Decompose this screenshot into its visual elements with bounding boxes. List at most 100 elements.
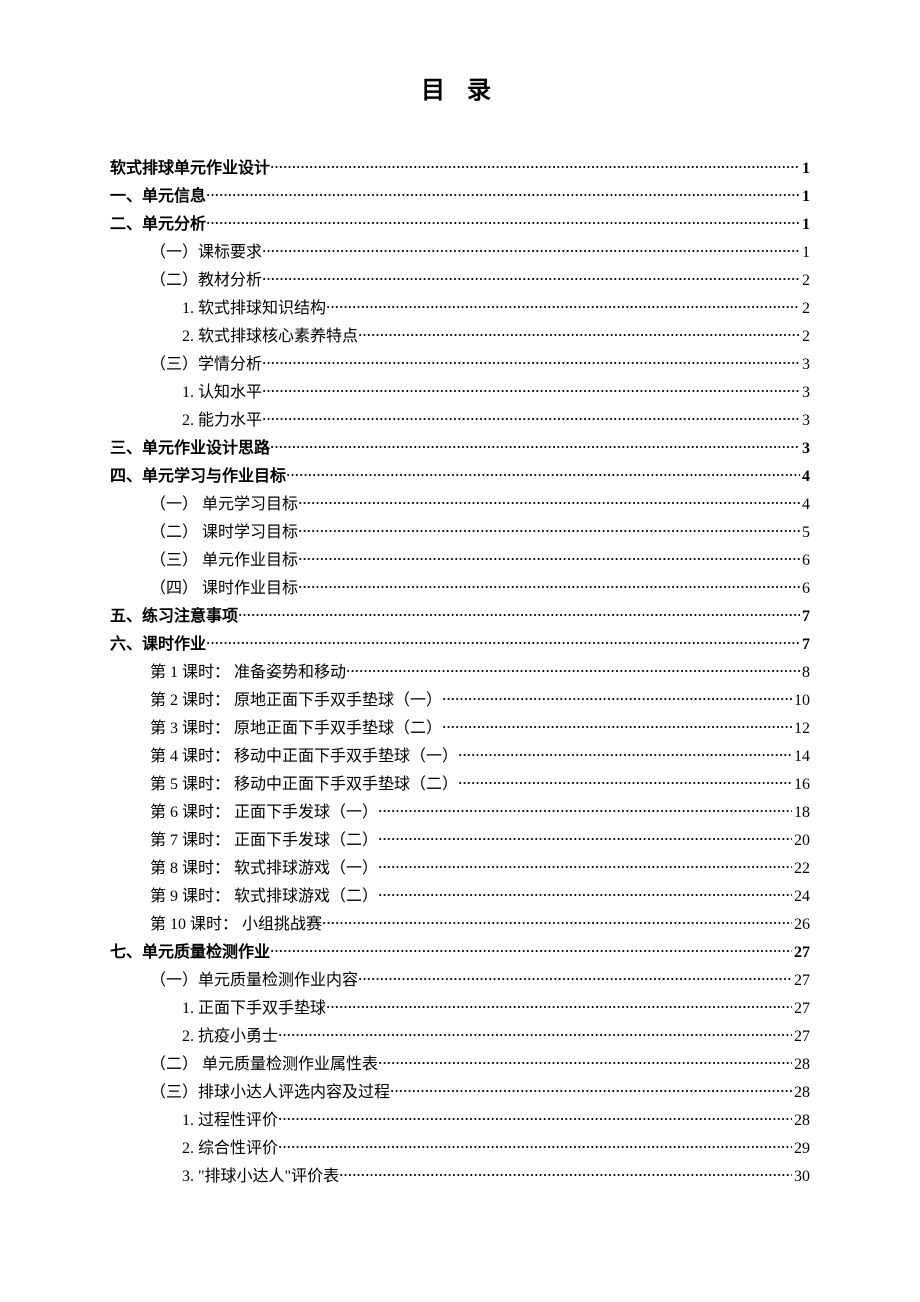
toc-entry-page: 27 <box>792 967 810 995</box>
toc-entry: （四） 课时作业目标 6 <box>110 575 810 603</box>
toc-entry: 第 7 课时： 正面下手发球（二） 20 <box>110 827 810 855</box>
toc-entry: （二）教材分析 2 <box>110 267 810 295</box>
toc-entry: 1. 软式排球知识结构 2 <box>110 295 810 323</box>
toc-entry-label: （四） 课时作业目标 <box>150 575 298 603</box>
toc-dots <box>378 828 792 851</box>
toc-dots <box>378 884 792 907</box>
toc-entry-page: 29 <box>792 1135 810 1163</box>
toc-entry: 三、单元作业设计思路 3 <box>110 435 810 463</box>
toc-entry-label: 2. 抗疫小勇士 <box>182 1023 278 1051</box>
toc-entry-label: 第 3 课时： 原地正面下手双手垫球（二） <box>150 715 442 743</box>
toc-entry-page: 6 <box>800 547 810 575</box>
toc-entry: 第 5 课时： 移动中正面下手双手垫球（二） 16 <box>110 771 810 799</box>
toc-dots <box>270 436 800 459</box>
toc-dots <box>378 800 792 823</box>
toc-entry-page: 3 <box>800 435 810 463</box>
toc-entry-label: 2. 综合性评价 <box>182 1135 278 1163</box>
toc-entry-page: 3 <box>800 407 810 435</box>
toc-dots <box>278 1108 792 1131</box>
toc-container: 软式排球单元作业设计 1一、单元信息 1二、单元分析 1（一）课标要求 1（二）… <box>110 155 810 1191</box>
toc-dots <box>358 968 792 991</box>
toc-entry-page: 28 <box>792 1079 810 1107</box>
toc-entry-page: 27 <box>792 939 810 967</box>
toc-dots <box>339 1164 792 1187</box>
toc-entry-label: 一、单元信息 <box>110 183 206 211</box>
toc-entry-label: 第 1 课时： 准备姿势和移动 <box>150 659 346 687</box>
toc-dots <box>206 212 800 235</box>
toc-entry-label: 七、单元质量检测作业 <box>110 939 270 967</box>
toc-entry: 七、单元质量检测作业 27 <box>110 939 810 967</box>
toc-entry: （一）单元质量检测作业内容 27 <box>110 967 810 995</box>
toc-entry-page: 2 <box>800 267 810 295</box>
toc-entry: （二） 课时学习目标 5 <box>110 519 810 547</box>
toc-entry-page: 4 <box>800 463 810 491</box>
toc-entry: （一）课标要求 1 <box>110 239 810 267</box>
toc-entry-label: 第 5 课时： 移动中正面下手双手垫球（二） <box>150 771 458 799</box>
toc-entry: 第 9 课时： 软式排球游戏（二） 24 <box>110 883 810 911</box>
toc-entry-label: 第 8 课时： 软式排球游戏（一） <box>150 855 378 883</box>
toc-dots <box>378 856 792 879</box>
toc-entry-page: 27 <box>792 995 810 1023</box>
toc-dots <box>442 716 792 739</box>
toc-entry: 第 3 课时： 原地正面下手双手垫球（二） 12 <box>110 715 810 743</box>
toc-entry-page: 2 <box>800 295 810 323</box>
toc-entry-page: 4 <box>800 491 810 519</box>
toc-entry: 第 10 课时： 小组挑战赛 26 <box>110 911 810 939</box>
toc-entry-page: 20 <box>792 827 810 855</box>
toc-entry-page: 18 <box>792 799 810 827</box>
toc-entry-label: 1. 过程性评价 <box>182 1107 278 1135</box>
toc-entry: 第 2 课时： 原地正面下手双手垫球（一） 10 <box>110 687 810 715</box>
toc-dots <box>390 1080 792 1103</box>
toc-entry-label: 2. 软式排球核心素养特点 <box>182 323 358 351</box>
toc-entry: 二、单元分析 1 <box>110 211 810 239</box>
toc-entry-label: 1. 认知水平 <box>182 379 262 407</box>
toc-dots <box>270 156 800 179</box>
toc-entry-label: 3. "排球小达人"评价表 <box>182 1163 339 1191</box>
toc-entry: 第 6 课时： 正面下手发球（一） 18 <box>110 799 810 827</box>
toc-dots <box>262 352 800 375</box>
toc-dots <box>358 324 800 347</box>
toc-entry-label: 第 7 课时： 正面下手发球（二） <box>150 827 378 855</box>
toc-entry-label: （一）课标要求 <box>150 239 262 267</box>
toc-entry-label: （三） 单元作业目标 <box>150 547 298 575</box>
toc-dots <box>346 660 800 683</box>
toc-dots <box>206 632 800 655</box>
toc-entry: 1. 认知水平 3 <box>110 379 810 407</box>
toc-entry: 第 8 课时： 软式排球游戏（一） 22 <box>110 855 810 883</box>
toc-entry-page: 1 <box>800 211 810 239</box>
toc-entry-label: 2. 能力水平 <box>182 407 262 435</box>
toc-entry: 2. 综合性评价 29 <box>110 1135 810 1163</box>
toc-title: 目 录 <box>110 70 810 105</box>
toc-entry-label: （一）单元质量检测作业内容 <box>150 967 358 995</box>
toc-entry-page: 22 <box>792 855 810 883</box>
toc-entry-label: （三）排球小达人评选内容及过程 <box>150 1079 390 1107</box>
toc-entry-label: 第 6 课时： 正面下手发球（一） <box>150 799 378 827</box>
toc-entry-page: 8 <box>800 659 810 687</box>
toc-entry-page: 14 <box>792 743 810 771</box>
toc-entry: 软式排球单元作业设计 1 <box>110 155 810 183</box>
toc-entry-label: 第 10 课时： 小组挑战赛 <box>150 911 322 939</box>
toc-entry-label: （二） 课时学习目标 <box>150 519 298 547</box>
toc-entry-label: 二、单元分析 <box>110 211 206 239</box>
toc-entry-page: 10 <box>792 687 810 715</box>
toc-dots <box>206 184 800 207</box>
toc-entry-label: 第 9 课时： 软式排球游戏（二） <box>150 883 378 911</box>
toc-dots <box>278 1136 792 1159</box>
toc-entry-label: 第 4 课时： 移动中正面下手双手垫球（一） <box>150 743 458 771</box>
toc-entry-page: 12 <box>792 715 810 743</box>
toc-entry: 第 1 课时： 准备姿势和移动 8 <box>110 659 810 687</box>
toc-dots <box>458 744 792 767</box>
toc-entry-page: 24 <box>792 883 810 911</box>
toc-entry-page: 30 <box>792 1163 810 1191</box>
toc-entry-page: 7 <box>800 631 810 659</box>
toc-entry: 1. 正面下手双手垫球 27 <box>110 995 810 1023</box>
toc-dots <box>278 1024 792 1047</box>
toc-entry-page: 28 <box>792 1051 810 1079</box>
toc-entry: 3. "排球小达人"评价表 30 <box>110 1163 810 1191</box>
toc-entry: 2. 软式排球核心素养特点 2 <box>110 323 810 351</box>
toc-dots <box>270 940 792 963</box>
toc-dots <box>298 520 800 543</box>
toc-dots <box>458 772 792 795</box>
toc-entry-page: 16 <box>792 771 810 799</box>
toc-entry: （三） 单元作业目标 6 <box>110 547 810 575</box>
